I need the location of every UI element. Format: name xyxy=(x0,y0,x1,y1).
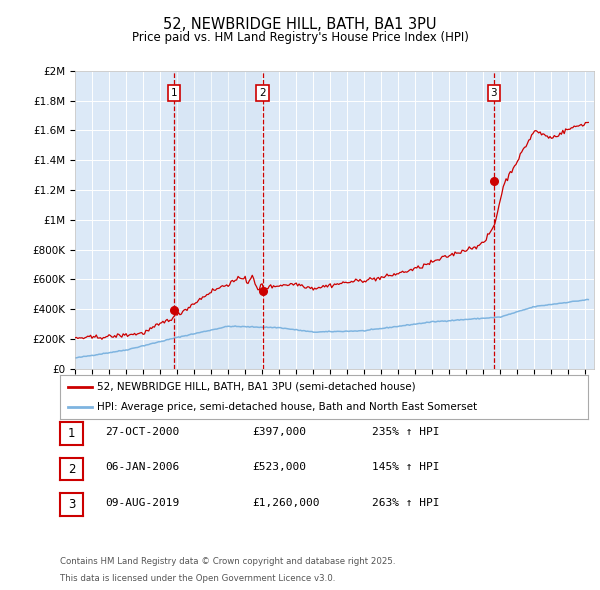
Text: 235% ↑ HPI: 235% ↑ HPI xyxy=(372,427,439,437)
Text: 3: 3 xyxy=(68,498,75,511)
Text: 52, NEWBRIDGE HILL, BATH, BA1 3PU (semi-detached house): 52, NEWBRIDGE HILL, BATH, BA1 3PU (semi-… xyxy=(97,382,416,392)
Text: 06-JAN-2006: 06-JAN-2006 xyxy=(105,463,179,472)
Text: 1: 1 xyxy=(171,88,178,98)
Bar xyxy=(174,71,263,369)
Text: 263% ↑ HPI: 263% ↑ HPI xyxy=(372,498,439,507)
Text: Price paid vs. HM Land Registry's House Price Index (HPI): Price paid vs. HM Land Registry's House … xyxy=(131,31,469,44)
Text: 52, NEWBRIDGE HILL, BATH, BA1 3PU: 52, NEWBRIDGE HILL, BATH, BA1 3PU xyxy=(163,17,437,31)
Text: Contains HM Land Registry data © Crown copyright and database right 2025.: Contains HM Land Registry data © Crown c… xyxy=(60,558,395,566)
Text: 27-OCT-2000: 27-OCT-2000 xyxy=(105,427,179,437)
Text: This data is licensed under the Open Government Licence v3.0.: This data is licensed under the Open Gov… xyxy=(60,574,335,583)
Text: £1,260,000: £1,260,000 xyxy=(252,498,320,507)
Text: £397,000: £397,000 xyxy=(252,427,306,437)
Text: 2: 2 xyxy=(259,88,266,98)
Text: 2: 2 xyxy=(68,463,75,476)
Text: 145% ↑ HPI: 145% ↑ HPI xyxy=(372,463,439,472)
Text: 09-AUG-2019: 09-AUG-2019 xyxy=(105,498,179,507)
Text: 3: 3 xyxy=(490,88,497,98)
Text: £523,000: £523,000 xyxy=(252,463,306,472)
Text: 1: 1 xyxy=(68,427,75,440)
Text: HPI: Average price, semi-detached house, Bath and North East Somerset: HPI: Average price, semi-detached house,… xyxy=(97,402,477,412)
